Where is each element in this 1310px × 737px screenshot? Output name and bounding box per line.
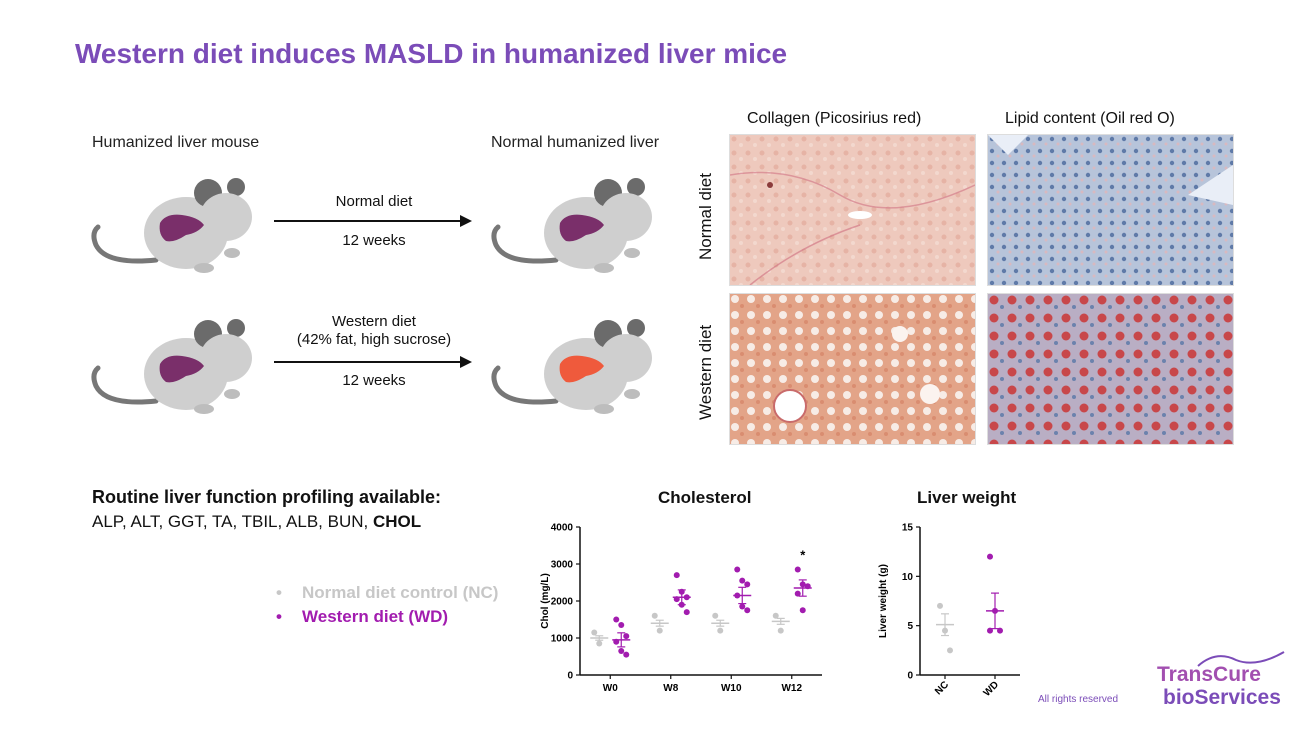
cholesterol-chart: 0 1000 2000 3000 4000 Chol (mg/L) W0 W8 W10 W12 *: [540, 523, 822, 694]
brand-swoosh-icon: [1197, 651, 1285, 667]
y-tick-label: 3000: [551, 560, 574, 571]
y-tick-label: 0: [907, 671, 913, 682]
normal-diet-row-label: Normal diet: [696, 173, 715, 260]
x-tick-label: W8: [663, 683, 678, 694]
data-point: [739, 577, 746, 584]
y-tick-label: 0: [567, 671, 573, 682]
profiling-heading: Routine liver function profiling availab…: [92, 487, 442, 507]
cholesterol-chart-title: Cholesterol: [658, 488, 752, 507]
y-tick-label: 4000: [551, 523, 574, 534]
data-point: [591, 629, 598, 636]
normal-collagen-micrograph: [729, 134, 976, 286]
profiling-list-bold: CHOL: [372, 512, 422, 531]
data-point: [772, 612, 779, 619]
data-point: [717, 627, 724, 634]
legend-nc: • Normal diet control (NC): [276, 583, 498, 603]
data-point: [937, 602, 943, 609]
data-point: [712, 612, 719, 619]
western-diet-row-label: Western diet: [696, 324, 715, 420]
y-tick-label: 2000: [551, 597, 574, 608]
page-title: Western diet induces MASLD in humanized …: [75, 38, 788, 69]
western-diet-label: Western diet: [332, 313, 416, 330]
significance-marker: *: [800, 548, 806, 563]
data-point: [618, 622, 625, 629]
data-point: [618, 647, 625, 654]
legend-wd: • Western diet (WD): [276, 607, 448, 627]
data-point: [777, 627, 784, 634]
collagen-column-heading: Collagen (Picosirius red): [747, 110, 922, 127]
rights-text: All rights reserved: [1038, 694, 1119, 705]
data-point: [613, 616, 620, 623]
legend-nc-bullet-icon: •: [276, 583, 282, 602]
mouse-western-end-icon: [491, 319, 652, 414]
data-point: [794, 566, 801, 573]
mouse-normal-start-icon: [91, 178, 252, 273]
data-point: [651, 612, 658, 619]
data-point: [794, 590, 801, 597]
western-collagen-micrograph: [729, 293, 976, 445]
y-tick-label: 10: [902, 572, 914, 583]
humanized-mouse-label: Humanized liver mouse: [92, 134, 260, 151]
western-diet-arrow-icon: [274, 356, 472, 368]
legend-nc-label: Normal diet control (NC): [302, 583, 499, 602]
data-point: [799, 607, 806, 614]
profiling-list-plain: ALP, ALT, GGT, TA, TBIL, ALB, BUN,: [92, 512, 373, 531]
normal-liver-label: Normal humanized liver: [491, 134, 660, 151]
western-lipid-micrograph: [987, 293, 1234, 445]
x-tick-label: W12: [781, 683, 802, 694]
legend-wd-bullet-icon: •: [276, 607, 282, 626]
data-point: [673, 572, 680, 579]
data-point: [739, 603, 746, 610]
data-point: [987, 553, 993, 560]
x-tick-label: NC: [933, 679, 951, 697]
y-tick-label: 15: [902, 523, 914, 534]
mouse-western-start-icon: [91, 319, 252, 414]
legend-wd-label: Western diet (WD): [302, 607, 449, 626]
western-diet-composition: (42% fat, high sucrose): [296, 331, 452, 348]
y-tick-label: 5: [907, 621, 913, 632]
x-tick-label: W10: [721, 683, 742, 694]
y-tick-label: 1000: [551, 634, 574, 645]
x-tick-label: W0: [603, 683, 618, 694]
profiling-list: ALP, ALT, GGT, TA, TBIL, ALB, BUN, CHOL: [92, 512, 421, 532]
normal-diet-label: Normal diet: [335, 193, 413, 210]
data-point: [623, 651, 630, 658]
data-point: [947, 647, 953, 654]
y-axis-label: Chol (mg/L): [540, 573, 551, 629]
data-point: [744, 607, 751, 614]
normal-diet-arrow-icon: [274, 215, 472, 227]
data-point: [744, 581, 751, 588]
normal-lipid-micrograph: [987, 134, 1234, 286]
y-axis-label: Liver weight (g): [878, 564, 889, 638]
brand-name: TransCure: [1157, 663, 1261, 686]
mouse-normal-end-icon: [491, 178, 652, 273]
data-point: [656, 627, 663, 634]
western-diet-duration: 12 weeks: [342, 372, 406, 389]
liver-weight-chart: 0 5 10 15 Liver weight (g) NC WD: [878, 523, 1020, 699]
data-point: [596, 640, 603, 647]
data-point: [734, 566, 741, 573]
brand-subname: bioServices: [1163, 686, 1281, 709]
data-point: [623, 633, 630, 640]
normal-diet-duration: 12 weeks: [342, 232, 406, 249]
lipid-column-heading: Lipid content (Oil red O): [1005, 110, 1175, 127]
data-point: [683, 609, 690, 616]
liver-weight-chart-title: Liver weight: [917, 488, 1017, 507]
x-tick-label: WD: [982, 679, 1002, 699]
